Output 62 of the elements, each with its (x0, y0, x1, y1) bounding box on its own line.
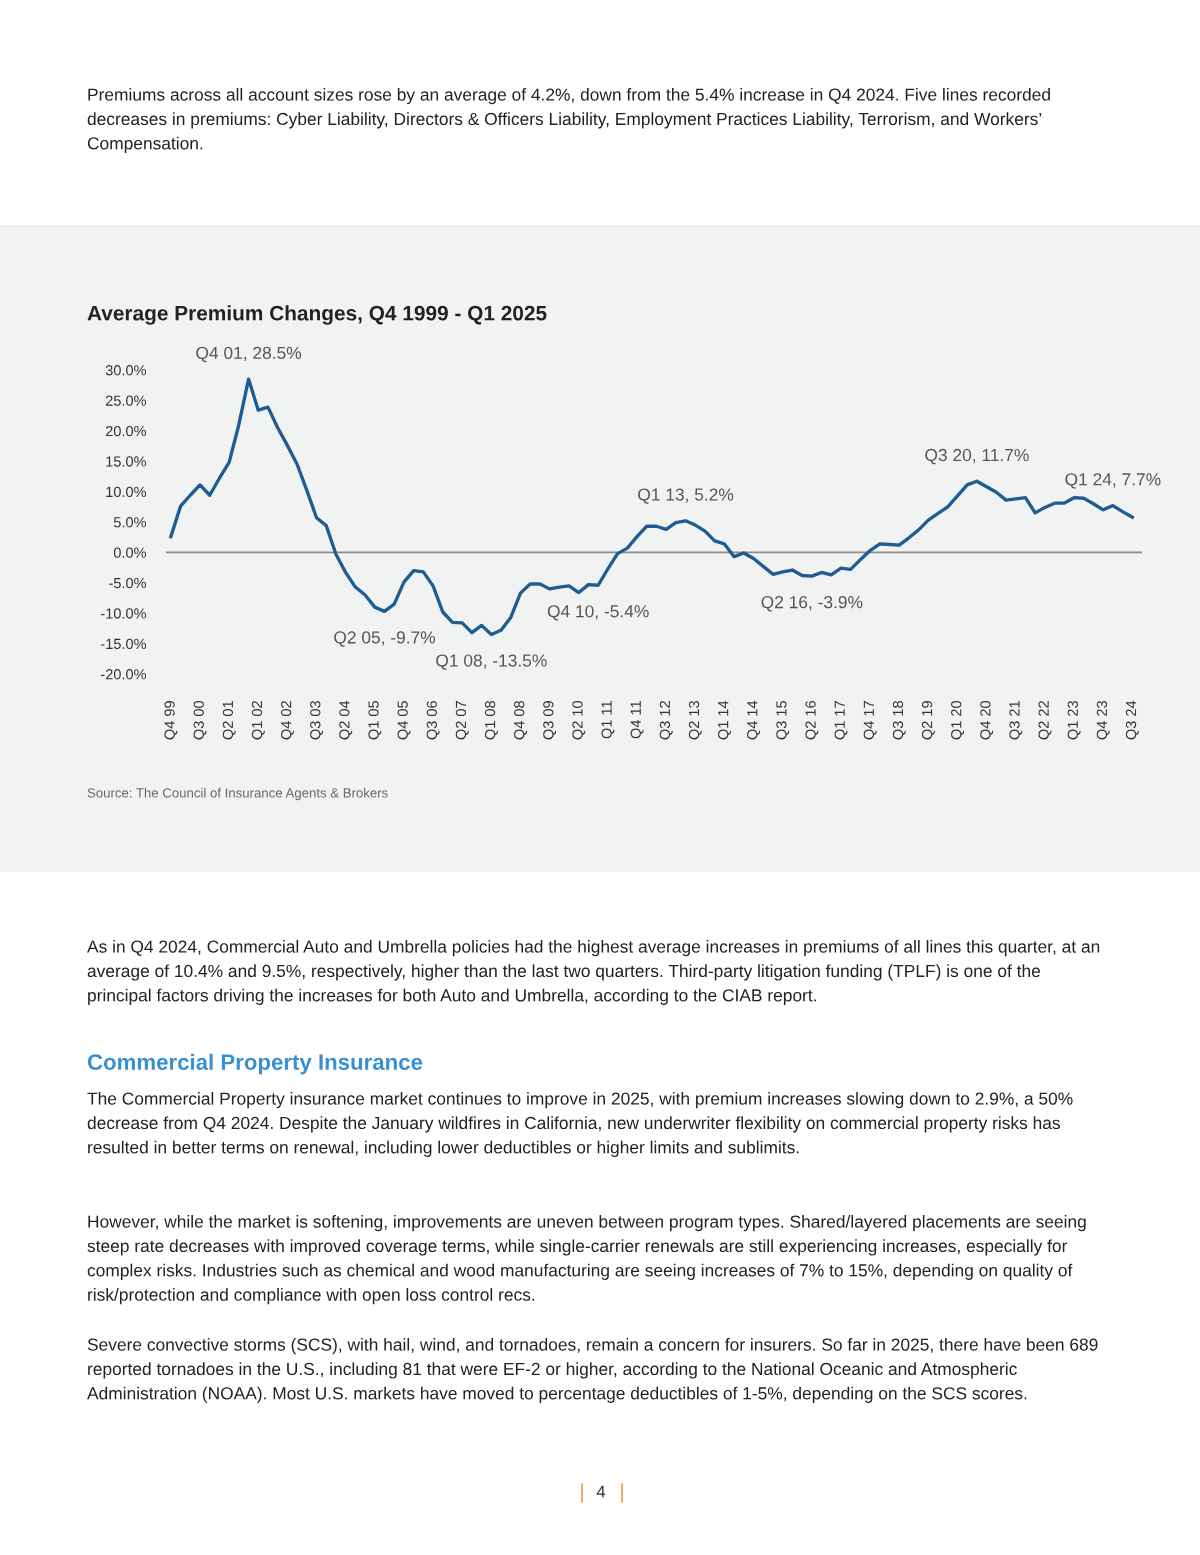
y-tick-label: 15.0% (106, 456, 147, 467)
x-tick-label: Q2 04 (339, 700, 353, 740)
x-tick-label: Q1 08 (484, 701, 498, 740)
x-tick-label: Q2 10 (572, 700, 586, 740)
x-tick-label: Q2 13 (688, 701, 702, 740)
x-tick-label: Q1 23 (1067, 701, 1081, 740)
text: Severe convective storms (SCS), with hail, wind, and tornadoes, remain a concern for insurers. So far in 2025, there have been 689 reported tornadoes in the U.S., including 81 that were EF-2 or higher, according to the National Oceanic and Atmospheric Administration (NOAA). Most U.S. markets have moved to percentage deductibles of 1-5%, depending on the SCS scores. (87, 1338, 1098, 1403)
x-tick-label: Q3 09 (543, 701, 557, 740)
x-tick-label: Q4 20 (980, 700, 994, 740)
x-tick-label: Q2 22 (1038, 701, 1052, 740)
x-tick-label: Q4 05 (397, 701, 411, 740)
x-tick-label: Q3 06 (426, 701, 440, 740)
annotation: Q4 10, -5.4% (547, 605, 649, 621)
x-tick-label: Q1 17 (834, 701, 848, 740)
x-tick-label: Q3 21 (1009, 701, 1023, 740)
x-tick-label: Q3 12 (659, 701, 673, 740)
x-tick-label: Q4 11 (630, 701, 644, 739)
x-tick-label: Q4 08 (514, 701, 527, 740)
text: However, while the market is softening, improvements are uneven between program types. Shared/layered placements are seeing steep rate decreases with improved coverage terms, while single-carrier renewals are still experiencing increases, especially for complex risks. Industries such as chemical and wood manufacturing are seeing increases of 7% to 15%, depending on quality of risk/protection and compliance with open loss control recs. (87, 1215, 1086, 1305)
y-tick-label: 0.0% (113, 547, 147, 558)
text: As in Q4 2024, Commercial Auto and Umbrella policies had the highest average increases in premiums of all lines this quarter, at an average of 10.4% and 9.5%, respectively, higher than the last two quarters. Third-party litigation funding (TPLF) is one of the principal factors driving the increases for both Auto and Umbrella, according to the CIAB report. (87, 940, 1100, 1005)
y-tick-label: 25.0% (105, 395, 147, 406)
x-tick-label: Q1 14 (718, 700, 731, 740)
x-tick-label: Q3 03 (310, 701, 324, 740)
x-tick-label: Q4 23 (1096, 701, 1110, 740)
annotation: Q2 16, -3.9% (761, 596, 863, 612)
y-tick-label: 5.0% (113, 517, 147, 528)
y-tick-label: 10.0% (106, 486, 147, 498)
text: Commercial Property Insurance (87, 1053, 423, 1075)
text: 4 (596, 1485, 606, 1498)
source-note: Source: The Council of Insurance Agents & Brokers (87, 787, 388, 801)
annotation: Q1 24, 7.7% (1065, 473, 1161, 489)
x-tick-label: Q3 18 (892, 701, 906, 740)
annotation: Q1 13, 5.2% (638, 488, 734, 504)
x-tick-label: Q1 11 (601, 701, 615, 739)
x-tick-label: Q2 19 (921, 701, 935, 740)
y-tick-label: -10.0% (101, 608, 147, 619)
x-tick-label: Q1 20 (951, 700, 965, 740)
x-tick-label: Q3 00 (193, 700, 207, 740)
y-tick-label: 30.0% (105, 365, 147, 376)
y-tick-label: -15.0% (101, 638, 147, 650)
y-tick-label: -20.0% (101, 669, 147, 680)
x-tick-label: Q4 02 (280, 701, 294, 740)
x-tick-label: Q3 15 (776, 701, 790, 740)
chart-title: Average Premium Changes, Q4 1999 - Q1 2025 (87, 305, 547, 325)
annotation: Q3 20, 11.7% (925, 448, 1029, 465)
text: The Commercial Property insurance market continues to improve in 2025, with premium increases slowing down to 2.9%, a 50% decrease from Q4 2024. Despite the January wildfires in California, new underwriter flexibility on commercial property risks has resulted in better terms on renewal, including lower deductibles or higher limits and sublimits. (87, 1092, 1073, 1157)
x-tick-label: Q2 07 (455, 701, 469, 740)
x-tick-label: Q3 24 (1125, 700, 1139, 740)
annotation: Q4 01, 28.5% (196, 346, 302, 363)
annotation: Q1 08, -13.5% (436, 654, 547, 670)
y-tick-label: 20.0% (105, 425, 147, 437)
x-tick-label: Q2 16 (805, 701, 819, 740)
x-tick-label: Q4 14 (747, 700, 761, 740)
x-tick-label: Q4 17 (863, 701, 877, 740)
text: Premiums across all account sizes rose by an average of 4.2%, down from the 5.4% increase in Q4 2024. Five lines recorded decreases in premiums: Cyber Liability, Directors & Officers Liability, Employment Practices Liability, Terrorism, and Workers’ Compensation. (87, 88, 1050, 153)
y-tick-label: -5.0% (109, 577, 147, 589)
x-tick-label: Q1 02 (251, 701, 265, 740)
x-tick-label: Q4 99 (164, 701, 178, 740)
x-tick-label: Q1 05 (368, 701, 382, 740)
annotation: Q2 05, -9.7% (334, 631, 436, 647)
x-tick-label: Q2 01 (222, 701, 236, 740)
